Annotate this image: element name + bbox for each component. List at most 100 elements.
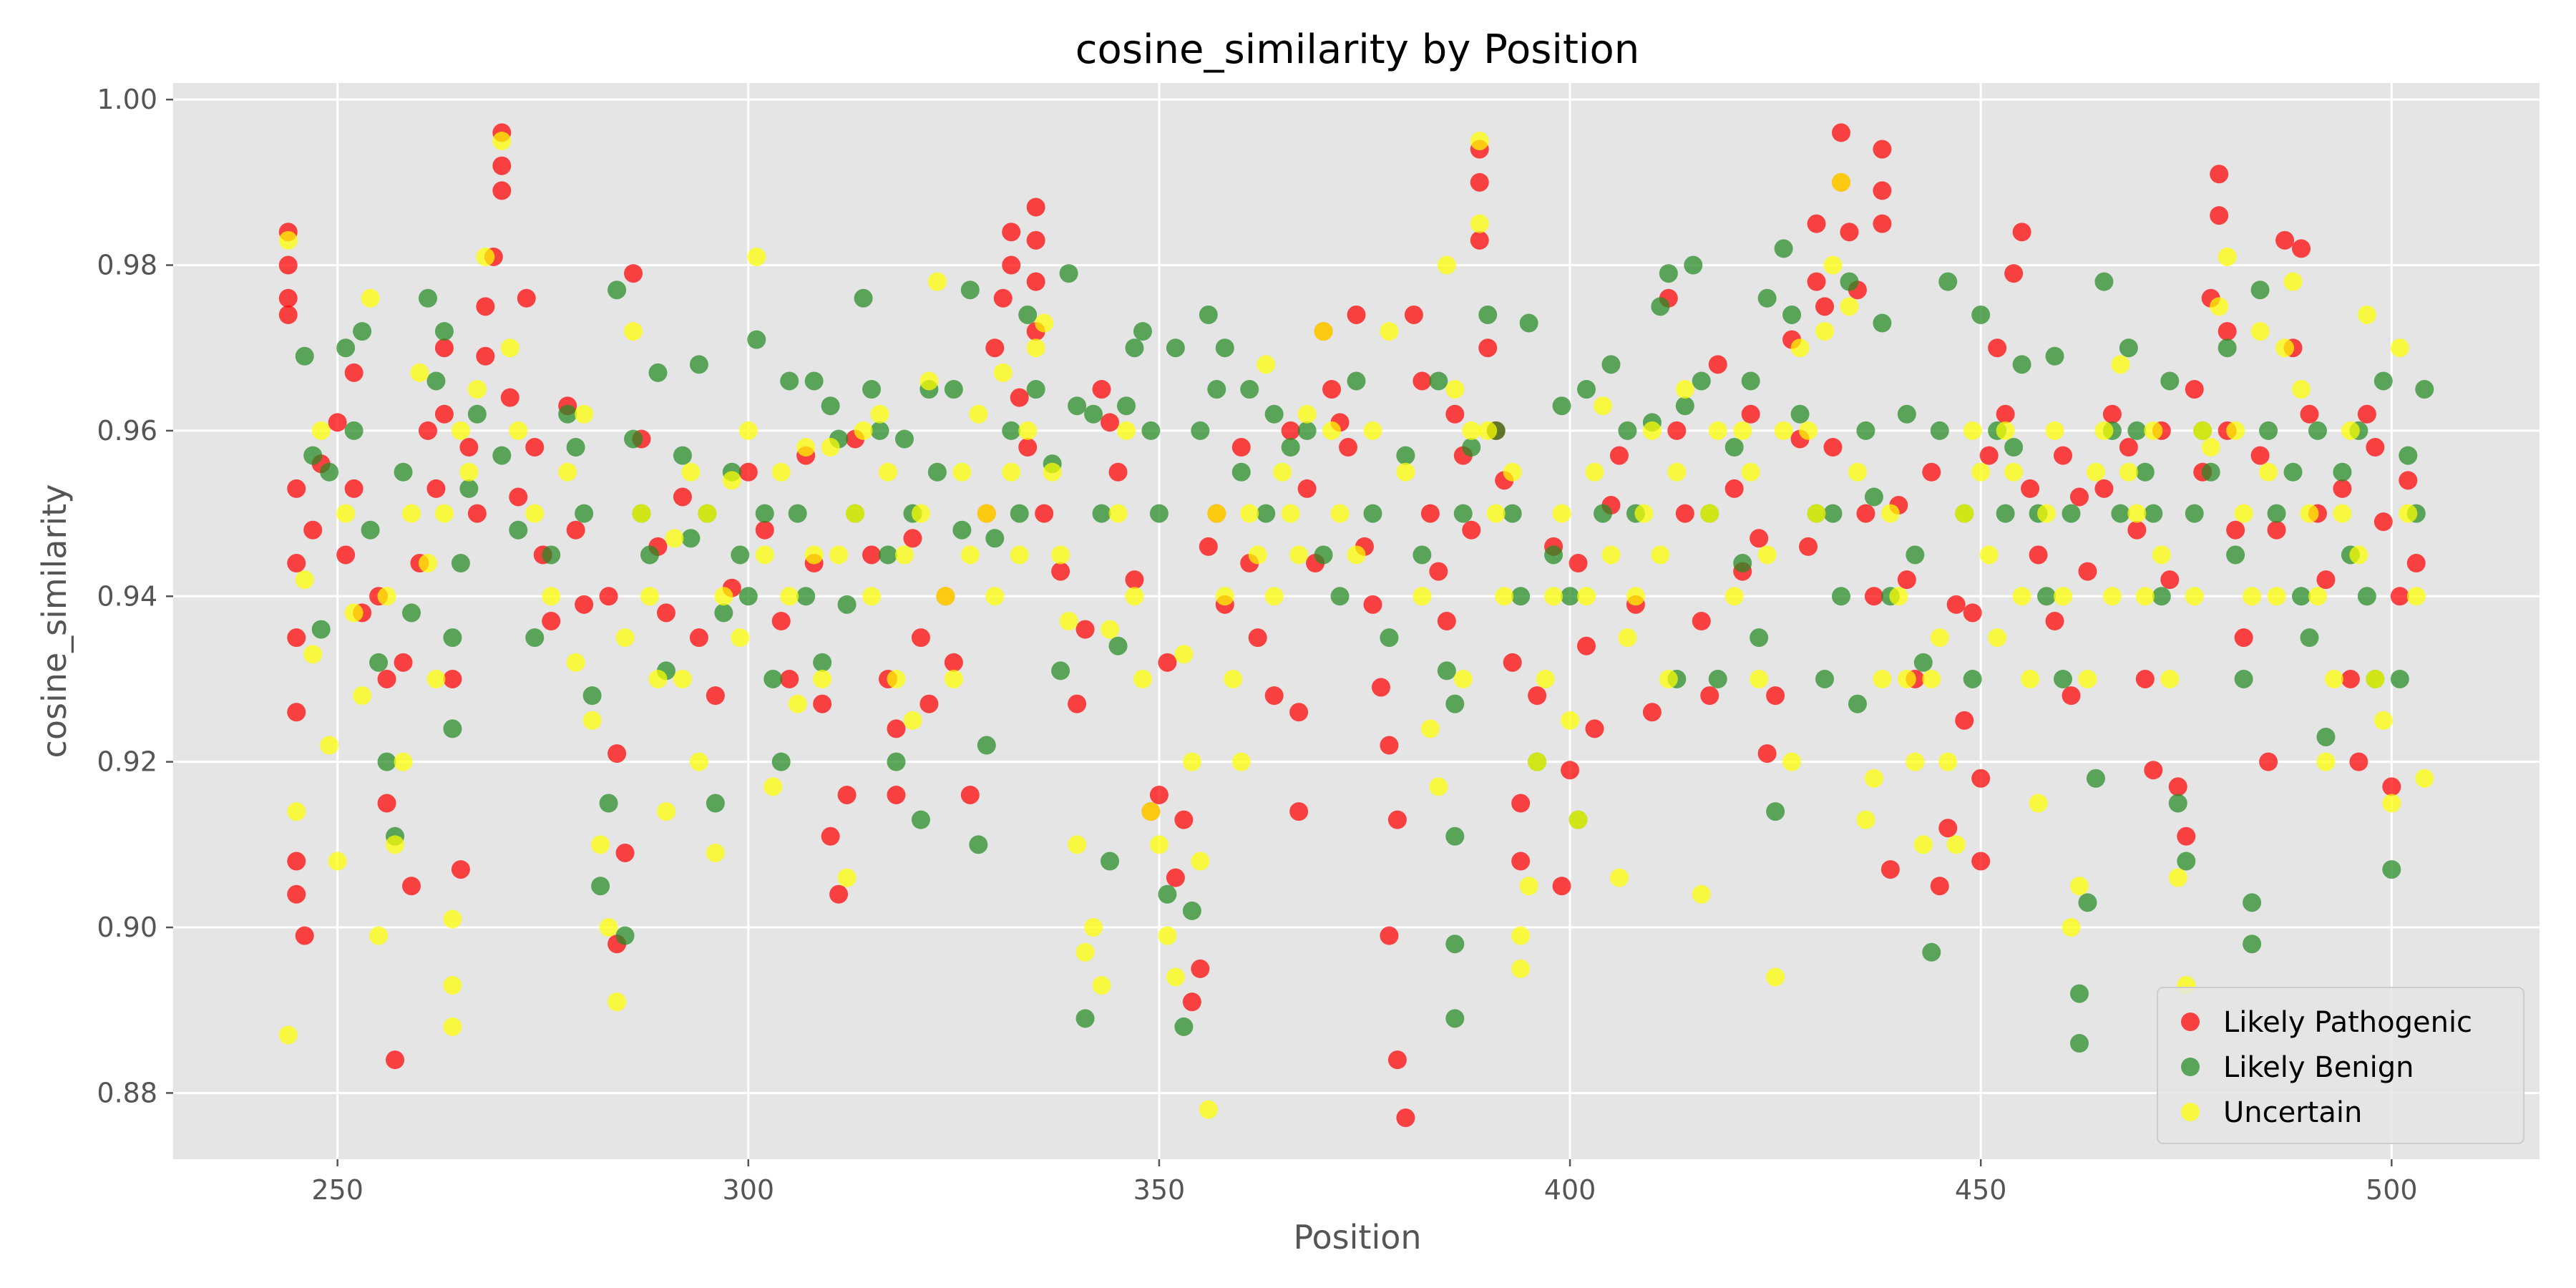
data-point-likely-benign [295,346,314,366]
data-point-likely-benign [426,371,446,391]
data-point-likely-pathogenic [2390,587,2409,606]
data-point-likely-benign [821,396,840,416]
data-point-uncertain [575,404,594,424]
data-point-uncertain [582,711,602,730]
data-point-likely-benign [640,545,659,565]
data-point-likely-pathogenic [993,288,1013,308]
data-point-uncertain [1174,645,1194,664]
data-point-uncertain [558,462,577,482]
data-point-uncertain [2086,462,2105,482]
data-point-likely-benign [1938,272,1958,291]
data-point-likely-benign [1396,446,1415,465]
data-point-likely-pathogenic [1387,810,1407,829]
data-point-likely-pathogenic [624,264,643,283]
data-point-likely-pathogenic [887,785,906,804]
data-point-likely-pathogenic [738,462,758,482]
data-point-likely-pathogenic [2185,380,2204,399]
data-point-likely-benign [747,330,766,349]
data-point-likely-pathogenic [426,479,446,498]
data-point-likely-benign [336,338,356,358]
data-point-likely-benign [673,446,692,465]
data-point-likely-pathogenic [2062,686,2081,706]
data-point-uncertain [1552,504,1571,523]
data-point-likely-benign [401,603,421,623]
data-point-likely-pathogenic [278,305,298,324]
data-point-uncertain [1420,719,1440,738]
data-point-likely-pathogenic [813,694,832,713]
data-point-uncertain [1413,587,1432,606]
data-point-likely-pathogenic [1667,421,1687,440]
data-point-likely-pathogenic [1675,504,1694,523]
data-point-likely-benign [2094,272,2114,291]
data-point-uncertain [1577,587,1596,606]
data-point-likely-pathogenic [1922,462,1941,482]
data-point-uncertain [1757,545,1777,565]
data-point-uncertain [870,404,889,424]
data-point-likely-benign [2218,338,2237,358]
data-point-uncertain [1257,355,1276,374]
data-point-uncertain [1996,421,2015,440]
data-point-uncertain [640,587,659,606]
data-point-likely-benign [1051,661,1070,680]
data-point-uncertain [1930,628,1949,648]
data-point-uncertain [1741,462,1760,482]
data-point-likely-benign [1437,661,1456,680]
data-point-likely-pathogenic [2366,438,2385,457]
data-point-likely-benign [1913,653,1933,672]
data-point-uncertain [1880,504,1900,523]
data-point-likely-benign [706,794,725,813]
data-point-likely-pathogenic [2054,446,2073,465]
legend-marker [2181,1058,2200,1076]
data-point-likely-pathogenic [985,338,1005,358]
data-point-likely-benign [2226,545,2245,565]
data-point-likely-pathogenic [1445,404,1465,424]
data-point-likely-benign [575,504,594,523]
data-point-uncertain [443,976,462,995]
data-point-uncertain [927,272,947,291]
data-point-likely-pathogenic [1807,214,1826,233]
data-point-uncertain [1519,877,1538,896]
data-point-uncertain [1536,669,1555,688]
data-point-likely-benign [1757,288,1777,308]
data-point-uncertain [2069,877,2089,896]
data-point-uncertain [804,545,824,565]
data-point-uncertain [1511,926,1531,945]
data-point-uncertain [2267,587,2286,606]
data-point-likely-benign [615,926,635,945]
data-point-uncertain [1075,942,1095,962]
data-point-likely-benign [1856,421,1875,440]
data-point-likely-pathogenic [476,346,495,366]
data-point-likely-benign [1116,396,1136,416]
data-point-likely-benign [977,736,996,755]
data-point-uncertain [1166,967,1185,987]
data-point-likely-pathogenic [1018,438,1038,457]
data-point-likely-pathogenic [960,785,980,804]
data-point-uncertain [451,421,470,440]
data-point-uncertain [648,669,668,688]
data-point-likely-benign [2037,587,2057,606]
data-point-uncertain [386,835,405,854]
legend-label: Likely Benign [2223,1051,2414,1084]
data-point-likely-benign [525,628,545,648]
data-point-likely-benign [1445,935,1465,954]
data-point-uncertain [977,504,996,523]
data-point-uncertain [1149,835,1169,854]
data-point-likely-pathogenic [2292,239,2311,258]
data-point-uncertain [1314,322,1333,341]
data-point-likely-pathogenic [566,520,585,540]
data-point-uncertain [1010,545,1029,565]
data-point-likely-benign [1363,504,1382,523]
data-point-uncertain [542,587,561,606]
data-point-uncertain [2127,504,2147,523]
data-point-uncertain [1084,918,1103,937]
data-point-likely-pathogenic [1979,446,1999,465]
data-point-likely-benign [2201,462,2220,482]
data-point-likely-benign [2373,371,2393,391]
data-point-uncertain [2324,669,2343,688]
data-point-uncertain [936,587,955,606]
data-point-likely-benign [1750,628,1769,648]
data-point-likely-benign [969,835,988,854]
data-point-uncertain [796,438,816,457]
data-point-uncertain [2250,322,2270,341]
data-point-uncertain [1873,669,1892,688]
